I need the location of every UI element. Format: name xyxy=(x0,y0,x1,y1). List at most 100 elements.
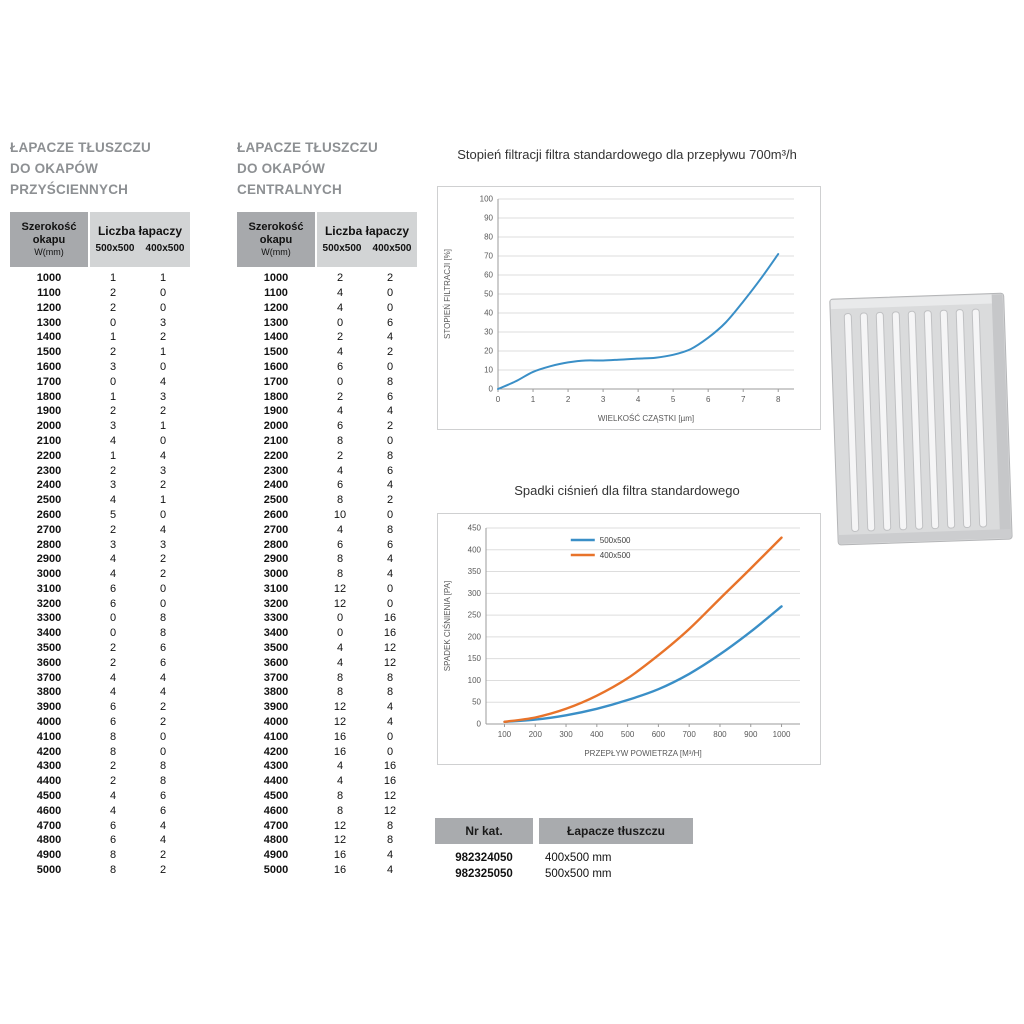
table-cell: 4600 xyxy=(36,804,62,817)
table-cell: 4 xyxy=(386,568,394,581)
pressure-chart-title: Spadki ciśnień dla filtra standardowego xyxy=(514,483,740,498)
table-row: 2400 6 4 xyxy=(237,478,419,493)
table-cell: 12 xyxy=(383,656,397,669)
table-cell: 1800 xyxy=(263,390,289,403)
table-row: 2200 2 8 xyxy=(237,448,419,463)
table-cell: 3 xyxy=(109,538,117,551)
table-cell: 6 xyxy=(386,538,394,551)
table-cell: 4 xyxy=(386,701,394,714)
table-row: 3000 8 4 xyxy=(237,567,419,582)
table-cell: 2 xyxy=(109,405,117,418)
table-cell: 2 xyxy=(336,390,344,403)
table-cell: 6 xyxy=(386,316,394,329)
table-row: 5000 8 2 xyxy=(10,863,192,878)
table-cell: 0 xyxy=(109,627,117,640)
table-cell: 3800 xyxy=(36,686,62,699)
table-cell: 2 xyxy=(336,272,344,285)
table-cell: 2 xyxy=(109,760,117,773)
table-cell: 1 xyxy=(109,331,117,344)
svg-text:700: 700 xyxy=(682,730,696,739)
table-row: 2800 3 3 xyxy=(10,537,192,552)
table-cell: 3 xyxy=(109,360,117,373)
table-cell: 2 xyxy=(386,494,394,507)
table-cell: 4300 xyxy=(263,760,289,773)
col-400x500: 400x500 xyxy=(145,243,185,255)
table-cell: 1600 xyxy=(263,360,289,373)
table-cell: 8 xyxy=(336,804,344,817)
table-cell: 3600 xyxy=(36,656,62,669)
table-cell: 4 xyxy=(336,775,344,788)
table-row: 1800 2 6 xyxy=(237,389,419,404)
table-cell: 8 xyxy=(386,819,394,832)
svg-text:3: 3 xyxy=(601,395,606,404)
table-cell: 4700 xyxy=(263,819,289,832)
table-row: 3700 8 8 xyxy=(237,670,419,685)
svg-text:0: 0 xyxy=(496,395,501,404)
table-cell: 4 xyxy=(159,686,167,699)
table-cell: 1 xyxy=(159,494,167,507)
svg-text:100: 100 xyxy=(468,676,482,685)
table-header: Szerokość okapu W(mm) Liczba łapaczy 500… xyxy=(10,211,192,267)
table-cell: 3200 xyxy=(36,597,62,610)
table-cell: 8 xyxy=(336,553,344,566)
svg-text:100: 100 xyxy=(480,195,494,204)
table-cell: 2 xyxy=(159,864,167,877)
pressure-chart-frame: 0 50 100 150 200 250 300 350 400 450 100 200 300 400 5… xyxy=(437,513,821,765)
table-cell: 8 xyxy=(159,760,167,773)
table-cell: 2 xyxy=(109,656,117,669)
table-row: 4600 8 12 xyxy=(237,803,419,818)
table-cell: 6 xyxy=(386,390,394,403)
table-cell: 4 xyxy=(336,301,344,314)
table-row: 1100 4 0 xyxy=(237,286,419,301)
table-cell: 2 xyxy=(159,849,167,862)
table-cell: 4900 xyxy=(263,849,289,862)
table-row: 1700 0 4 xyxy=(10,374,192,389)
table-cell: 2 xyxy=(159,331,167,344)
table-cell: 4 xyxy=(336,760,344,773)
table-cell: 4 xyxy=(386,864,394,877)
count-group-label: Liczba łapaczy xyxy=(324,224,410,239)
svg-text:1000: 1000 xyxy=(773,730,791,739)
table-row: 3700 4 4 xyxy=(10,670,192,685)
catalog-table: Nr kat. Łapacze tłuszczu 982324050 400x50… xyxy=(435,818,693,882)
catalog-header-nr: Nr kat. xyxy=(435,818,533,844)
table-cell: 3000 xyxy=(36,568,62,581)
table-cell: 0 xyxy=(336,316,344,329)
table-cell: 4 xyxy=(159,375,167,388)
table-cell: 16 xyxy=(333,730,347,743)
table-cell: 2600 xyxy=(36,508,62,521)
table-cell: 2500 xyxy=(36,494,62,507)
table-cell: 4 xyxy=(109,568,117,581)
table-cell: 4200 xyxy=(36,745,62,758)
table-rows-central: 1000 2 2 1100 4 0 1200 4 0 1300 0 6 1400 2 4 1500 4 2 1600… xyxy=(237,271,419,878)
table-cell: 3 xyxy=(159,390,167,403)
table-row: 1600 6 0 xyxy=(237,360,419,375)
table-cell: 0 xyxy=(386,730,394,743)
table-cell: 6 xyxy=(159,656,167,669)
table-row: 3300 0 8 xyxy=(10,611,192,626)
table-cell: 2 xyxy=(109,775,117,788)
table-cell: 8 xyxy=(336,686,344,699)
pressure-chart: 0 50 100 150 200 250 300 350 400 450 100 200 300 400 5… xyxy=(443,524,800,758)
table-cell: 0 xyxy=(159,508,167,521)
svg-text:90: 90 xyxy=(484,214,493,223)
table-cell: 3000 xyxy=(263,568,289,581)
table-cell: 1700 xyxy=(36,375,62,388)
svg-text:150: 150 xyxy=(468,654,482,663)
table-title-central: ŁAPACZE TŁUSZCZU DO OKAPÓW CENTRALNYCH xyxy=(237,138,419,201)
table-row: 3600 2 6 xyxy=(10,655,192,670)
table-cell: 1400 xyxy=(263,331,289,344)
table-cell: 982325050 xyxy=(455,868,513,880)
table-row: 3400 0 8 xyxy=(10,626,192,641)
table-cell: 4500 xyxy=(263,790,289,803)
table-cell: 4 xyxy=(109,434,117,447)
table-row: 1500 2 1 xyxy=(10,345,192,360)
table-cell: 3900 xyxy=(36,701,62,714)
table-row: 2300 2 3 xyxy=(10,463,192,478)
table-cell: 4400 xyxy=(36,775,62,788)
table-cell: 3600 xyxy=(263,656,289,669)
col-400x500: 400x500 xyxy=(372,243,412,255)
table-cell: 2200 xyxy=(263,449,289,462)
table-cell: 2 xyxy=(109,464,117,477)
